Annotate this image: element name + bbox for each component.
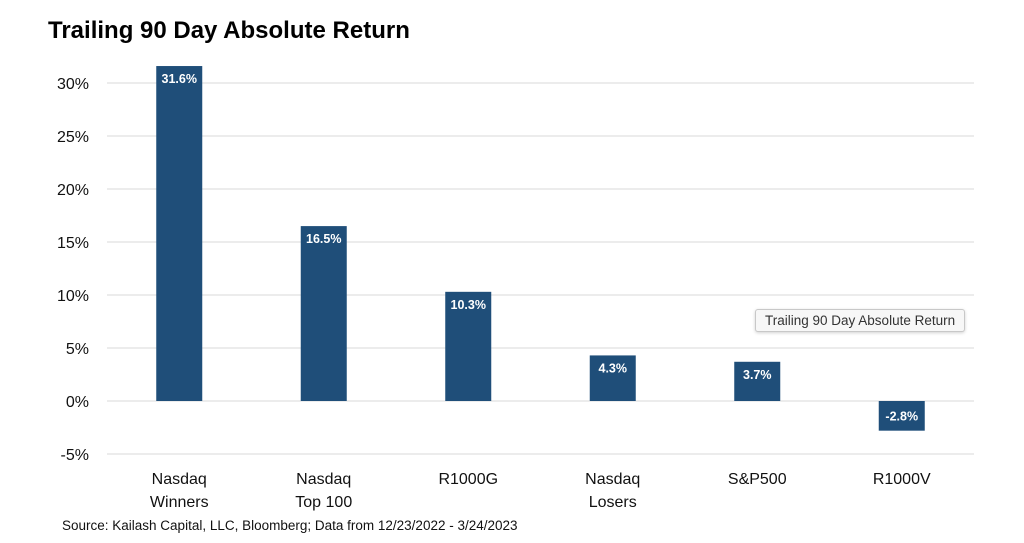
bar [734, 361, 781, 401]
y-tick-label: 30% [57, 76, 89, 93]
data-label: 3.7% [743, 368, 772, 382]
x-tick-label: Losers [589, 494, 637, 511]
y-axis-ticks: 30% 25% 20% 15% 10% 5% 0% -5% [57, 76, 89, 464]
x-tick-label: R1000G [438, 471, 498, 488]
x-tick-label: S&P500 [728, 471, 787, 488]
source-note: Source: Kailash Capital, LLC, Bloomberg;… [62, 518, 518, 533]
bar [300, 226, 347, 401]
x-tick-label: Nasdaq [152, 471, 207, 488]
y-tick-label: 0% [66, 394, 89, 411]
bar [156, 66, 203, 401]
data-label: 4.3% [599, 361, 628, 375]
bar [589, 355, 636, 401]
y-tick-label: 5% [66, 341, 89, 358]
data-label: 31.6% [162, 72, 197, 86]
y-tick-label: 10% [57, 288, 89, 305]
data-labels: 31.6% 16.5% 10.3% 4.3% 3.7% -2.8% [162, 72, 919, 424]
chart-tooltip: Trailing 90 Day Absolute Return [755, 309, 966, 332]
gridlines [107, 82, 974, 455]
x-axis-labels: Nasdaq Winners Nasdaq Top 100 R1000G Nasdaq Lo… [150, 471, 931, 511]
data-label: -2.8% [885, 410, 918, 424]
bars [156, 66, 925, 431]
y-tick-label: 25% [57, 129, 89, 146]
x-tick-label: Winners [150, 494, 209, 511]
y-tick-label: -5% [61, 447, 89, 464]
data-label: 10.3% [451, 298, 486, 312]
y-tick-label: 15% [57, 235, 89, 252]
y-tick-label: 20% [57, 182, 89, 199]
x-tick-label: Top 100 [295, 494, 352, 511]
data-label: 16.5% [306, 232, 341, 246]
bar [445, 291, 492, 401]
chart-title: Trailing 90 Day Absolute Return [48, 17, 410, 44]
x-tick-label: R1000V [873, 471, 931, 488]
bar [878, 401, 925, 431]
x-tick-label: Nasdaq [296, 471, 351, 488]
x-tick-label: Nasdaq [585, 471, 640, 488]
